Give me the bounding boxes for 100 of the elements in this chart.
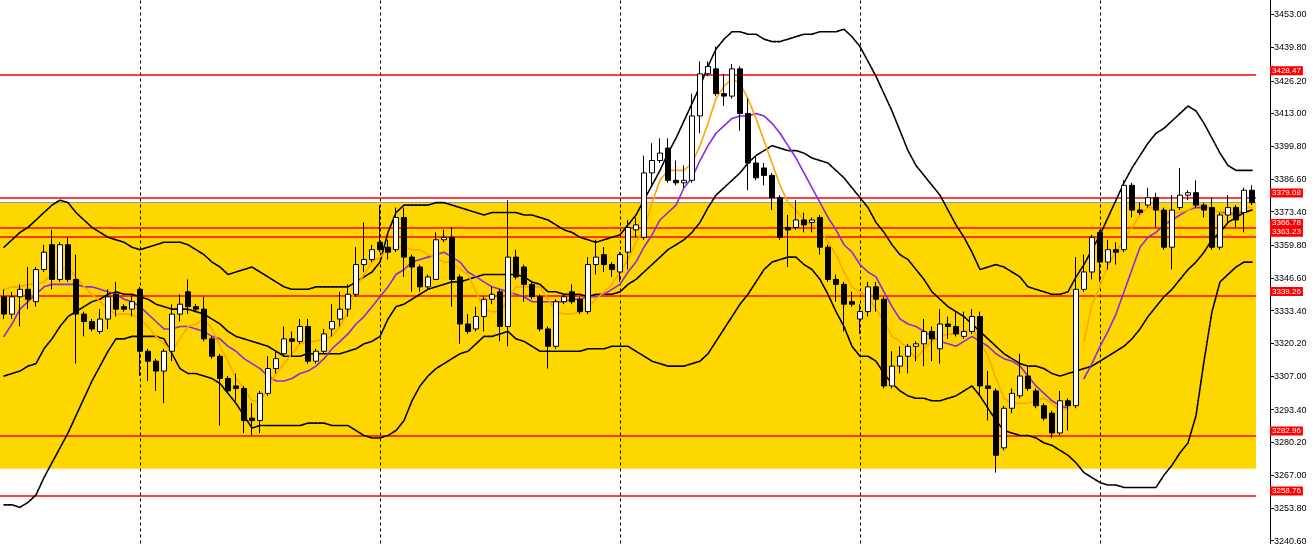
candlestick xyxy=(769,172,775,211)
candlestick xyxy=(1,288,7,320)
candlestick xyxy=(729,63,735,100)
candlestick xyxy=(553,298,559,350)
candlestick xyxy=(361,221,367,273)
candlestick xyxy=(1105,239,1111,271)
candlestick xyxy=(753,155,759,181)
candlestick xyxy=(625,219,631,271)
candlestick xyxy=(9,291,15,320)
candlestick xyxy=(537,293,543,332)
candlestick xyxy=(65,236,71,283)
candlestick xyxy=(937,308,943,365)
candlestick xyxy=(1137,202,1143,216)
y-tick-label: 3267.00 xyxy=(1274,470,1307,481)
ref-line-label: 3366.78 xyxy=(1272,218,1302,228)
candlestick xyxy=(57,241,63,283)
candlestick xyxy=(921,318,927,367)
candlestick xyxy=(1193,179,1199,209)
y-tick-label: 3346.60 xyxy=(1274,272,1307,283)
candlestick xyxy=(633,216,639,238)
candlestick xyxy=(569,283,575,305)
candlestick xyxy=(185,278,191,315)
y-tick-label: 3426.20 xyxy=(1274,75,1307,86)
candlestick xyxy=(1145,187,1151,209)
candlestick xyxy=(1225,194,1231,223)
candlestick xyxy=(449,226,455,308)
candlestick xyxy=(241,385,247,434)
candlestick xyxy=(929,325,935,362)
candlestick xyxy=(577,296,583,315)
candlestick xyxy=(761,162,767,186)
candlestick xyxy=(209,335,215,360)
candlestick xyxy=(593,239,599,275)
candlestick xyxy=(529,281,535,300)
candlestick xyxy=(257,390,263,434)
y-tick-label: 3453.00 xyxy=(1274,9,1307,20)
candlestick xyxy=(1065,397,1071,432)
candlestick xyxy=(337,291,343,327)
candlestick xyxy=(1217,212,1223,251)
candlestick xyxy=(1185,189,1191,201)
candlestick xyxy=(425,273,431,290)
candlestick xyxy=(1089,234,1095,280)
candlestick xyxy=(897,345,903,375)
candlestick xyxy=(865,281,871,318)
candlestick xyxy=(25,266,31,310)
candlestick xyxy=(545,325,551,370)
candlestick xyxy=(1001,405,1007,451)
candlestick xyxy=(969,308,975,335)
candlestick xyxy=(905,343,911,375)
candlestick xyxy=(497,288,503,342)
candlestick xyxy=(289,330,295,357)
candlestick xyxy=(1057,390,1063,436)
y-tick-label: 3307.00 xyxy=(1274,371,1307,382)
candlestick xyxy=(889,350,895,389)
candlestick xyxy=(801,212,807,233)
candlestick xyxy=(1201,202,1207,218)
candlestick xyxy=(1081,254,1087,293)
candlestick xyxy=(41,244,47,273)
candlestick xyxy=(961,311,967,340)
candlestick xyxy=(1177,167,1183,211)
candlestick xyxy=(305,318,311,365)
candlestick xyxy=(313,348,319,365)
candlestick xyxy=(393,207,399,253)
y-tick-label: 3399.80 xyxy=(1274,141,1307,152)
y-tick-label: 3386.60 xyxy=(1274,173,1307,184)
candlestick xyxy=(153,358,159,392)
candlestick xyxy=(1033,387,1039,409)
candlestick xyxy=(713,46,719,97)
candlestick xyxy=(33,266,39,308)
y-tick-label: 3333.40 xyxy=(1274,305,1307,316)
candlestick xyxy=(601,246,607,273)
candlestick xyxy=(985,370,991,422)
candlestick xyxy=(673,160,679,186)
candlestick xyxy=(881,296,887,389)
candlestick xyxy=(809,216,815,233)
candlestick xyxy=(1009,387,1015,414)
candlestick xyxy=(281,325,287,357)
y-tick-label: 3373.40 xyxy=(1274,206,1307,217)
candlestick xyxy=(97,308,103,335)
y-tick-label: 3439.80 xyxy=(1274,42,1307,53)
y-tick-label: 3320.20 xyxy=(1274,338,1307,349)
ref-line-label: 3428.47 xyxy=(1272,65,1302,75)
candlestick xyxy=(401,207,407,278)
candlestick xyxy=(73,254,79,365)
ref-line-label: 3379.08 xyxy=(1272,187,1302,197)
candlestick xyxy=(329,303,335,337)
candlestick xyxy=(417,264,423,293)
candlestick xyxy=(321,328,327,355)
candlestick xyxy=(817,214,823,256)
candlestick xyxy=(665,137,671,184)
candlestick xyxy=(697,60,703,134)
y-tick-label: 3280.20 xyxy=(1274,437,1307,448)
candlestick xyxy=(409,254,415,293)
candlestick xyxy=(1161,207,1167,251)
candlestick xyxy=(113,281,119,318)
candlestick xyxy=(873,281,879,313)
y-tick-label: 3359.80 xyxy=(1274,240,1307,251)
candlestick xyxy=(585,256,591,315)
candlestick xyxy=(1049,410,1055,439)
candlestick xyxy=(265,355,271,397)
candlestick xyxy=(1121,179,1127,253)
